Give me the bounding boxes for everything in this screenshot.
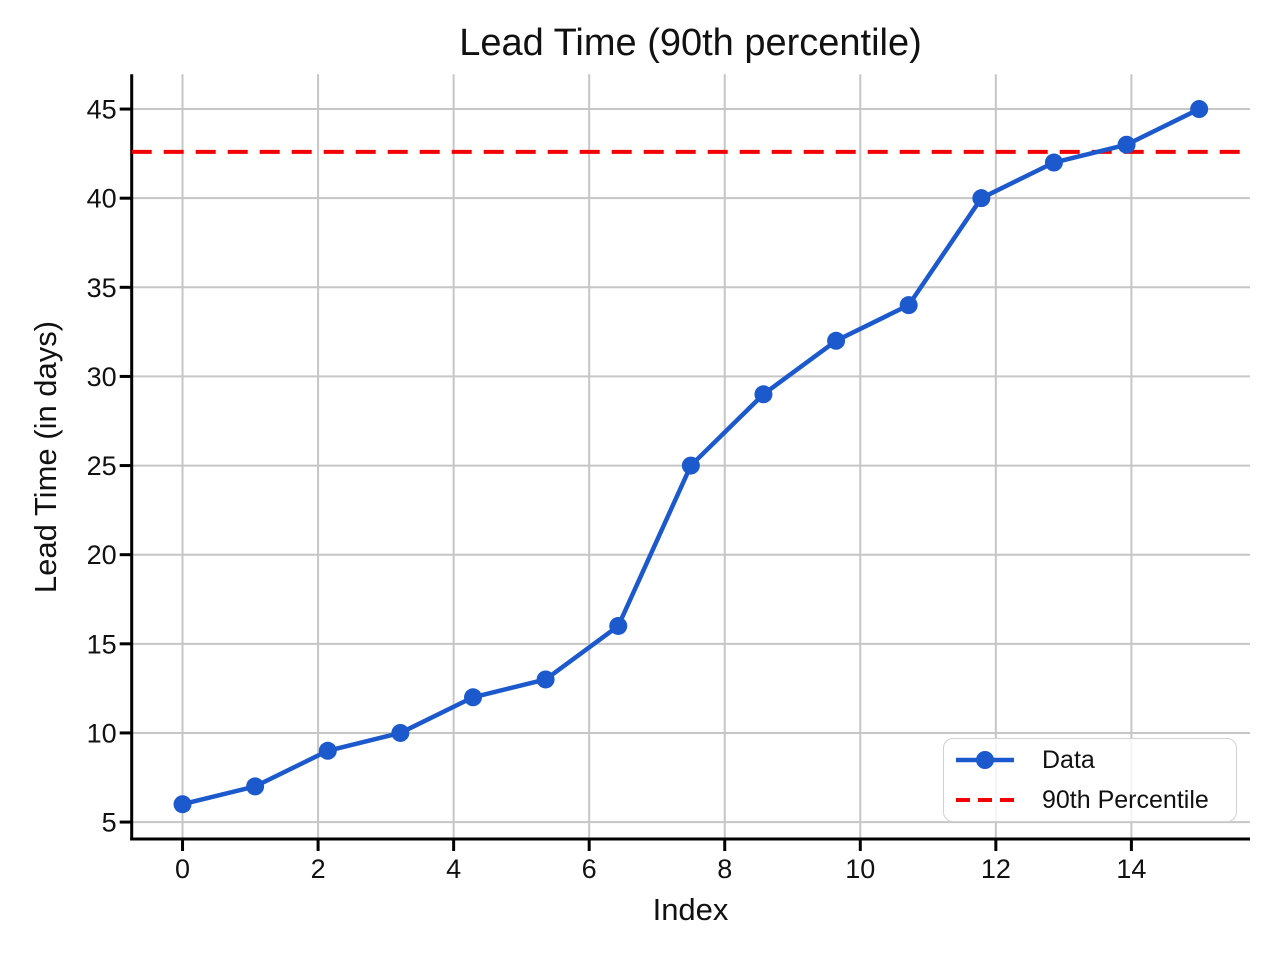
legend-item-percentile: 90th Percentile (944, 784, 1236, 816)
x-tick-label: 6 (582, 854, 597, 884)
data-point-marker (899, 296, 918, 315)
y-tick-label: 15 (87, 629, 117, 659)
x-tick-label: 4 (446, 854, 461, 884)
data-point-marker (391, 723, 410, 742)
data-point-marker (318, 741, 337, 760)
data-point-marker (173, 795, 192, 814)
y-tick-label: 35 (87, 273, 117, 303)
data-point-marker (827, 331, 846, 350)
y-tick-label: 10 (87, 718, 117, 748)
data-series-line-icon (956, 751, 1014, 769)
data-point-marker (754, 385, 773, 404)
data-point-marker (1117, 135, 1136, 154)
x-tick-label: 2 (311, 854, 326, 884)
y-tick-label: 20 (87, 540, 117, 570)
legend-item-data: Data (944, 744, 1236, 776)
y-tick-label: 45 (87, 95, 117, 125)
x-tick-label: 0 (175, 854, 190, 884)
data-point-marker (1044, 153, 1063, 172)
data-point-marker (972, 189, 991, 208)
data-point-marker (681, 456, 700, 475)
y-tick-label: 5 (102, 808, 117, 838)
x-tick-label: 12 (981, 854, 1011, 884)
data-point-marker (536, 670, 555, 689)
x-tick-label: 14 (1116, 854, 1146, 884)
y-tick-label: 30 (87, 362, 117, 392)
y-tick-label: 40 (87, 184, 117, 214)
legend-data-marker-icon (976, 751, 994, 769)
data-point-marker (464, 688, 483, 707)
y-tick-label: 25 (87, 451, 117, 481)
legend-label-percentile: 90th Percentile (1042, 785, 1209, 814)
legend: Data 90th Percentile (943, 738, 1237, 822)
x-axis-label: Index (652, 892, 729, 927)
data-point-marker (246, 777, 265, 796)
x-tick-label: 8 (717, 854, 732, 884)
data-point-marker (609, 616, 628, 635)
y-axis-label: Lead Time (in days) (28, 320, 63, 594)
percentile-dashed-line-icon (956, 798, 1014, 802)
legend-label-data: Data (1042, 745, 1095, 774)
data-point-marker (1190, 100, 1209, 119)
chart-title: Lead Time (90th percentile) (459, 22, 922, 64)
x-tick-label: 10 (845, 854, 875, 884)
